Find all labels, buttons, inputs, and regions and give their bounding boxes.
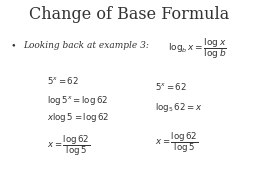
Text: Change of Base Formula: Change of Base Formula	[29, 6, 230, 23]
Text: $x = \dfrac{\log 62}{\log 5}$: $x = \dfrac{\log 62}{\log 5}$	[155, 130, 199, 155]
Text: Looking back at example 3:: Looking back at example 3:	[23, 41, 149, 50]
Text: $x\log 5 = \log 62$: $x\log 5 = \log 62$	[47, 111, 109, 124]
Text: $\log 5^x = \log 62$: $\log 5^x = \log 62$	[47, 94, 108, 107]
Text: $x = \dfrac{\log 62}{\log 5}$: $x = \dfrac{\log 62}{\log 5}$	[47, 133, 90, 158]
Text: $5^x = 62$: $5^x = 62$	[47, 75, 79, 86]
Text: $\log_b x = \dfrac{\log x}{\log b}$: $\log_b x = \dfrac{\log x}{\log b}$	[168, 36, 227, 61]
Text: $\log_5 62 = x$: $\log_5 62 = x$	[155, 101, 203, 114]
Text: $\bullet$: $\bullet$	[10, 41, 17, 50]
Text: $5^x = 62$: $5^x = 62$	[155, 81, 188, 93]
